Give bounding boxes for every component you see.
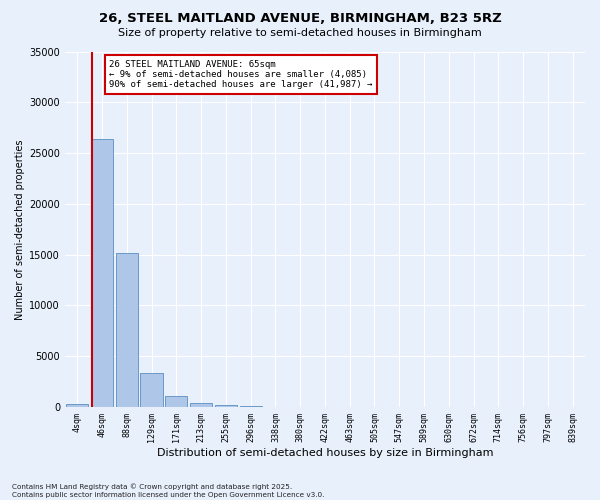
Text: 26 STEEL MAITLAND AVENUE: 65sqm
← 9% of semi-detached houses are smaller (4,085): 26 STEEL MAITLAND AVENUE: 65sqm ← 9% of …	[109, 60, 373, 90]
X-axis label: Distribution of semi-detached houses by size in Birmingham: Distribution of semi-detached houses by …	[157, 448, 493, 458]
Bar	[190, 402, 212, 407]
Bar	[215, 406, 237, 407]
Bar	[91, 139, 113, 407]
Bar	[140, 373, 163, 407]
Text: Contains HM Land Registry data © Crown copyright and database right 2025.
Contai: Contains HM Land Registry data © Crown c…	[12, 484, 325, 498]
Bar	[239, 406, 262, 407]
Text: Size of property relative to semi-detached houses in Birmingham: Size of property relative to semi-detach…	[118, 28, 482, 38]
Text: 26, STEEL MAITLAND AVENUE, BIRMINGHAM, B23 5RZ: 26, STEEL MAITLAND AVENUE, BIRMINGHAM, B…	[98, 12, 502, 26]
Y-axis label: Number of semi-detached properties: Number of semi-detached properties	[15, 139, 25, 320]
Bar	[66, 404, 88, 407]
Bar	[116, 252, 138, 407]
Bar	[165, 396, 187, 407]
